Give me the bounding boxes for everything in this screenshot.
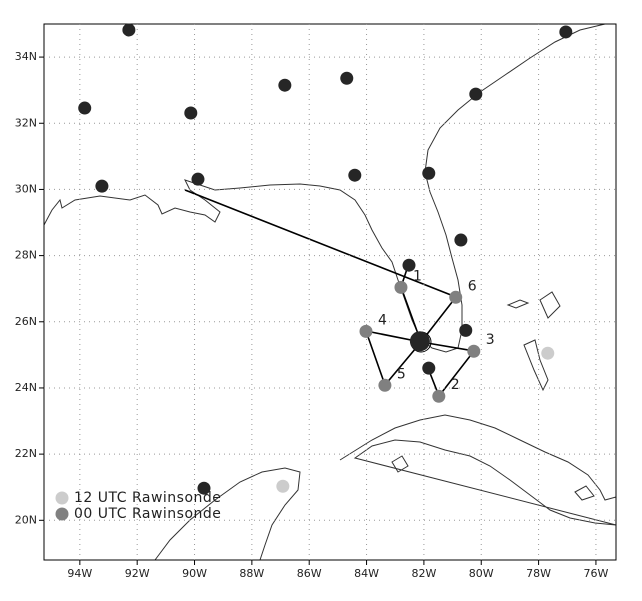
station	[95, 179, 109, 193]
y-tick-label: 34N	[15, 50, 37, 63]
station	[359, 324, 373, 338]
trajectory	[364, 329, 422, 387]
station	[197, 481, 211, 495]
y-tick-label: 32N	[15, 116, 37, 129]
x-tick-label: 92W	[125, 567, 150, 580]
station	[276, 479, 290, 493]
station	[348, 168, 362, 182]
station	[394, 280, 408, 294]
station	[422, 166, 436, 180]
station	[402, 258, 416, 272]
station	[467, 344, 481, 358]
station-label: 5	[397, 366, 406, 382]
station	[78, 101, 92, 115]
center-station	[409, 331, 430, 352]
x-tick-label: 88W	[239, 567, 264, 580]
x-tick-label: 80W	[469, 567, 494, 580]
isle	[391, 455, 409, 473]
station-label: 6	[468, 278, 477, 294]
station-label: 1	[413, 268, 422, 284]
station	[559, 25, 573, 39]
station	[469, 87, 483, 101]
y-tick-label: 26N	[15, 315, 37, 328]
x-tick-label: 76W	[583, 567, 608, 580]
legend-marker	[55, 491, 69, 505]
station	[454, 233, 468, 247]
station	[422, 361, 436, 375]
y-tick-label: 28N	[15, 249, 37, 262]
station	[191, 172, 205, 186]
station	[432, 389, 446, 403]
station	[340, 71, 354, 85]
y-tick-label: 20N	[15, 513, 37, 526]
legend-label: 00 UTC Rawinsonde	[74, 506, 221, 522]
y-tick-label: 30N	[15, 182, 37, 195]
station	[122, 23, 136, 37]
legend-label: 12 UTC Rawinsonde	[74, 490, 221, 506]
station	[184, 106, 198, 120]
station-label: 4	[378, 312, 387, 328]
x-tick-label: 94W	[67, 567, 92, 580]
station	[278, 78, 292, 92]
station-label: 3	[486, 332, 495, 348]
trajectory	[420, 341, 476, 398]
station	[378, 378, 392, 392]
y-tick-label: 22N	[15, 447, 37, 460]
x-tick-label: 90W	[182, 567, 207, 580]
cuba	[339, 414, 617, 526]
frame	[43, 23, 617, 561]
x-tick-label: 84W	[354, 567, 379, 580]
bahamas	[506, 291, 595, 501]
station	[541, 346, 555, 360]
x-tick-label: 86W	[297, 567, 322, 580]
gulf-coast	[43, 23, 606, 353]
station	[449, 290, 463, 304]
station-label: 2	[451, 377, 460, 393]
x-tick-label: 78W	[526, 567, 551, 580]
coastlines	[43, 23, 617, 561]
legend-marker	[55, 507, 69, 521]
station	[459, 323, 473, 337]
y-tick-label: 24N	[15, 381, 37, 394]
x-tick-label: 82W	[411, 567, 436, 580]
